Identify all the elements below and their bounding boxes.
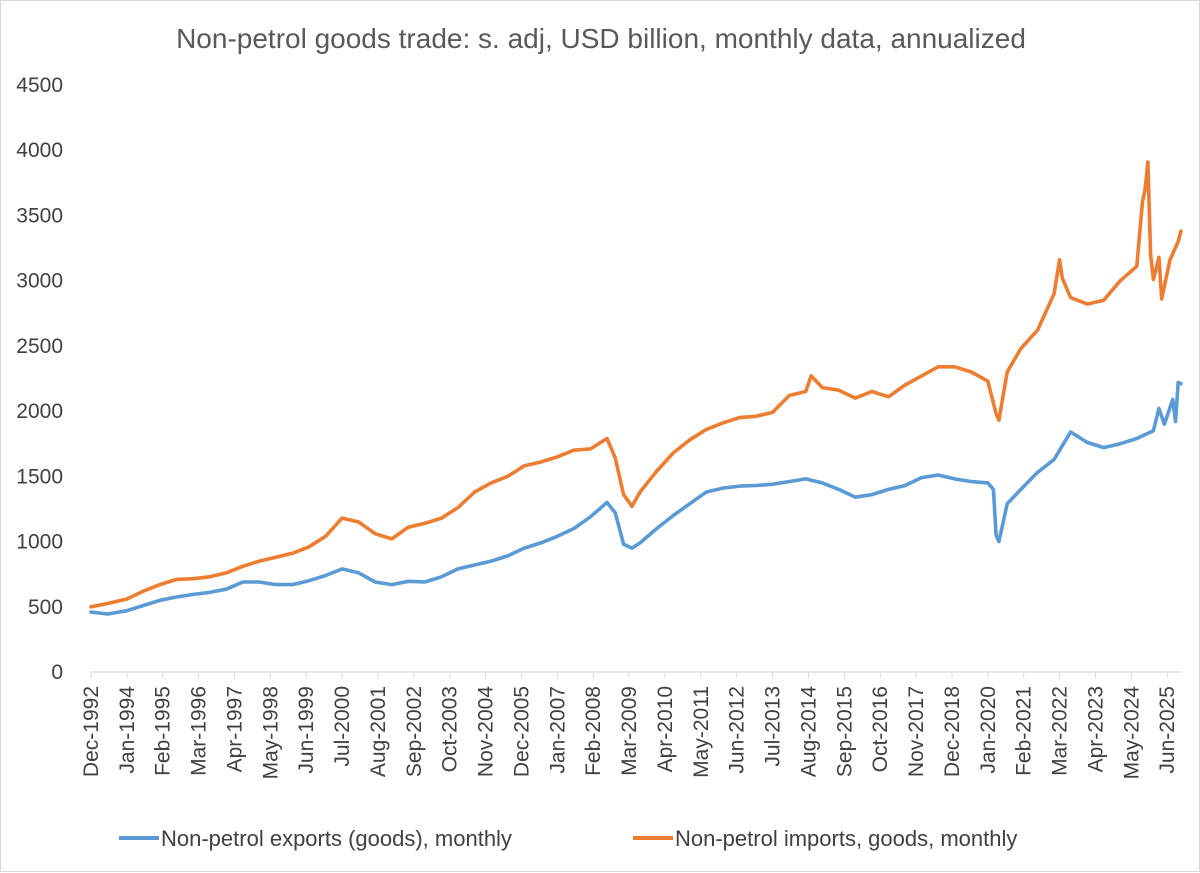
x-axis: Dec-1992 Jan-1994 Feb-1995 Mar-1996 Apr-1997… xyxy=(80,671,1181,780)
x-tick-label: Jun-1999 xyxy=(295,686,318,774)
x-tick-label: Jun-2025 xyxy=(1156,686,1179,774)
x-tick-label: Feb-2008 xyxy=(582,686,605,776)
y-tick-label: 2500 xyxy=(16,335,63,358)
y-tick-label: 500 xyxy=(28,596,63,619)
x-tick-label: Nov-2017 xyxy=(905,686,928,777)
x-tick-label: Mar-1996 xyxy=(188,686,211,776)
x-tick-label: Mar-2022 xyxy=(1049,686,1072,776)
x-tick-label: Jan-1994 xyxy=(116,686,139,774)
x-tick-label: Jan-2007 xyxy=(546,686,569,774)
y-axis: 0 500 1000 1500 2000 2500 3000 3500 4000 4500 xyxy=(16,74,63,684)
legend-label: Non-petrol exports (goods), monthly xyxy=(161,826,512,851)
y-tick-label: 4500 xyxy=(16,74,63,97)
x-tick-label: Feb-1995 xyxy=(152,686,175,776)
x-tick-label: Oct-2003 xyxy=(439,686,462,772)
chart-title: Non-petrol goods trade: s. adj, USD bill… xyxy=(176,23,1026,54)
x-tick-label: Jul-2000 xyxy=(331,686,354,767)
series-layer xyxy=(89,160,1183,616)
x-tick-label: Dec-2018 xyxy=(941,686,964,777)
x-tick-label: May-1998 xyxy=(259,686,282,779)
x-tick-label: Jul-2013 xyxy=(762,686,785,767)
x-tick-label: Feb-2021 xyxy=(1013,686,1036,776)
x-tick-label: Sep-2002 xyxy=(403,686,426,777)
legend: Non-petrol exports (goods), monthly Non-p… xyxy=(119,826,1017,851)
x-tick-label: May-2024 xyxy=(1120,686,1143,780)
x-tick-label: Apr-1997 xyxy=(223,686,246,772)
y-tick-label: 3500 xyxy=(16,204,63,227)
series-line-imports xyxy=(89,160,1183,609)
x-tick-label: Nov-2004 xyxy=(475,686,498,777)
x-tick-label: Dec-2005 xyxy=(510,686,533,777)
x-tick-label: Aug-2014 xyxy=(797,686,820,777)
y-tick-label: 3000 xyxy=(16,270,63,293)
x-tick-label: Sep-2015 xyxy=(833,686,856,777)
x-tick-label: Mar-2009 xyxy=(618,686,641,776)
y-tick-label: 4000 xyxy=(16,139,63,162)
x-tick-label: Jun-2012 xyxy=(726,686,749,774)
y-tick-label: 0 xyxy=(51,661,63,684)
series-line-exports xyxy=(89,380,1183,616)
x-tick-label: Dec-1992 xyxy=(80,686,103,777)
x-tick-label: Apr-2023 xyxy=(1084,686,1107,772)
x-tick-label: Oct-2016 xyxy=(869,686,892,772)
legend-label: Non-petrol imports, goods, monthly xyxy=(675,826,1017,851)
y-tick-label: 1500 xyxy=(16,465,63,488)
x-tick-label: Apr-2010 xyxy=(654,686,677,772)
x-tick-label: May-2011 xyxy=(690,686,713,778)
y-tick-label: 1000 xyxy=(16,531,63,554)
x-tick-label: Aug-2001 xyxy=(367,686,390,777)
x-tick-label: Jan-2020 xyxy=(977,686,1000,774)
y-tick-label: 2000 xyxy=(16,400,63,423)
